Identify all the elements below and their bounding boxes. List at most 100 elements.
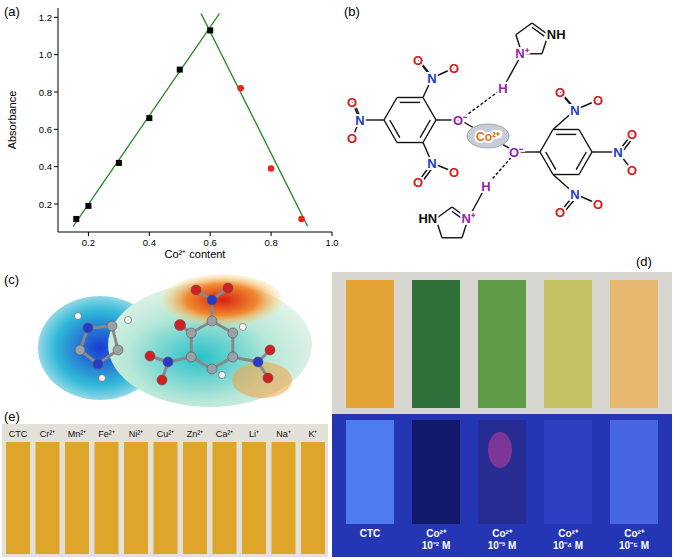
atom-ball	[83, 323, 93, 333]
atom-ball	[107, 321, 117, 331]
test-strip-uv	[610, 420, 658, 524]
bond	[516, 23, 532, 35]
strip-label: Co²⁺	[492, 528, 513, 539]
panel-letter: (c)	[4, 272, 19, 287]
atom-ball	[163, 357, 173, 367]
atom-label: H	[481, 179, 490, 194]
bond	[532, 27, 544, 36]
atom-label: N⁺	[515, 46, 529, 61]
y-tick	[54, 166, 58, 167]
atom-label: O	[555, 205, 565, 220]
bond	[420, 120, 430, 138]
atom-ball	[75, 345, 85, 355]
photo-daylight	[332, 272, 672, 414]
atom-label: O	[593, 197, 603, 212]
y-tick-label: 1.2	[39, 12, 52, 23]
strip-photos: CTCCo²⁺10⁻² MCo²⁺10⁻³ MCo²⁺10⁻⁴ MCo²⁺10⁻…	[332, 272, 672, 557]
data-point	[298, 216, 305, 223]
strip-label: K⁺	[308, 429, 317, 439]
atom-label: O	[413, 53, 423, 68]
photo-uv	[332, 414, 672, 557]
plot-area	[73, 14, 307, 227]
bond	[540, 129, 553, 152]
fit-line	[73, 14, 219, 227]
panel-letter: (d)	[636, 254, 652, 269]
structure-b: NOONOONOONOONOONOON⁺NHHN⁺HNHCo²⁺O⁻O⁻	[347, 23, 637, 238]
test-strip	[544, 280, 592, 408]
strip-label: 10⁻² M	[422, 540, 451, 551]
bond	[436, 207, 452, 219]
bond	[397, 97, 423, 98]
atom-label: Co²⁺	[476, 130, 500, 144]
data-point	[116, 160, 122, 166]
data-point	[177, 67, 183, 73]
x-axis	[58, 232, 332, 233]
test-strip	[272, 442, 296, 554]
atom-ball	[186, 352, 196, 362]
data-point	[237, 85, 244, 92]
y-tick-label: 0.4	[39, 161, 52, 172]
x-axis-label: Co²⁺ content	[165, 248, 226, 260]
y-tick	[54, 17, 58, 18]
test-strip	[65, 442, 89, 554]
test-strip	[95, 442, 119, 554]
strip-label: 10⁻⁴ M	[553, 540, 583, 551]
strip-label: Na⁺	[276, 429, 291, 439]
bond	[423, 120, 436, 143]
atom-ball	[125, 317, 132, 324]
bond	[540, 152, 553, 175]
atom-ball	[113, 345, 123, 355]
bond	[384, 120, 397, 143]
bond	[400, 102, 420, 103]
y-tick	[54, 92, 58, 93]
bond	[579, 152, 592, 175]
data-point	[85, 203, 91, 209]
metal-ellipse	[467, 124, 509, 148]
strip-label: Co²⁺	[558, 528, 579, 539]
esp-map	[38, 274, 312, 407]
atom-label: H	[498, 81, 507, 96]
bond	[576, 152, 586, 170]
esp-lobe	[232, 362, 292, 398]
test-strip	[301, 442, 325, 554]
x-tick	[210, 232, 211, 236]
atom-ball	[219, 372, 226, 379]
bond	[546, 152, 556, 170]
atom-label: N	[427, 156, 436, 171]
figure: (a)(b)(c)(d)(e)0.20.40.60.81.00.20.40.60…	[0, 0, 675, 559]
chart-a: 0.20.40.60.81.00.20.40.60.81.01.2Co²⁺ co…	[6, 8, 339, 260]
atom-ball	[228, 352, 238, 362]
atom-label: N⁺	[461, 211, 475, 226]
test-strip	[124, 442, 148, 554]
atom-label: N	[570, 103, 579, 118]
x-tick-label: 1.0	[325, 237, 338, 248]
data-point	[207, 27, 213, 33]
atom-label: N	[613, 145, 622, 160]
fit-line	[201, 14, 308, 227]
atom-label: O	[627, 163, 637, 178]
strip-label: Co²⁺	[624, 528, 645, 539]
atom-label: O⁻	[509, 145, 524, 160]
strip-label: Li⁺	[249, 429, 259, 439]
x-tick-label: 0.2	[82, 237, 95, 248]
x-tick-label: 0.6	[204, 237, 217, 248]
test-strip-uv	[346, 420, 394, 524]
atom-ball	[207, 316, 217, 326]
atom-ball	[157, 375, 167, 385]
atom-ball	[175, 320, 186, 331]
strip-label: Fe²⁺	[98, 429, 115, 439]
panel-letter: (b)	[344, 4, 360, 19]
atom-label: HN	[418, 211, 437, 226]
esp-lobe	[162, 274, 282, 326]
bond	[423, 97, 436, 120]
strip-label: Ca²⁺	[216, 429, 234, 439]
test-strip	[6, 442, 30, 554]
strip-label: Mn²⁺	[68, 429, 87, 439]
test-strip	[478, 280, 526, 408]
atom-ball	[207, 364, 217, 374]
test-strip	[213, 442, 237, 554]
bond	[553, 129, 579, 130]
atom-label: O	[449, 165, 459, 180]
atom-label: N	[570, 187, 579, 202]
strip-label: Zn²⁺	[187, 429, 204, 439]
